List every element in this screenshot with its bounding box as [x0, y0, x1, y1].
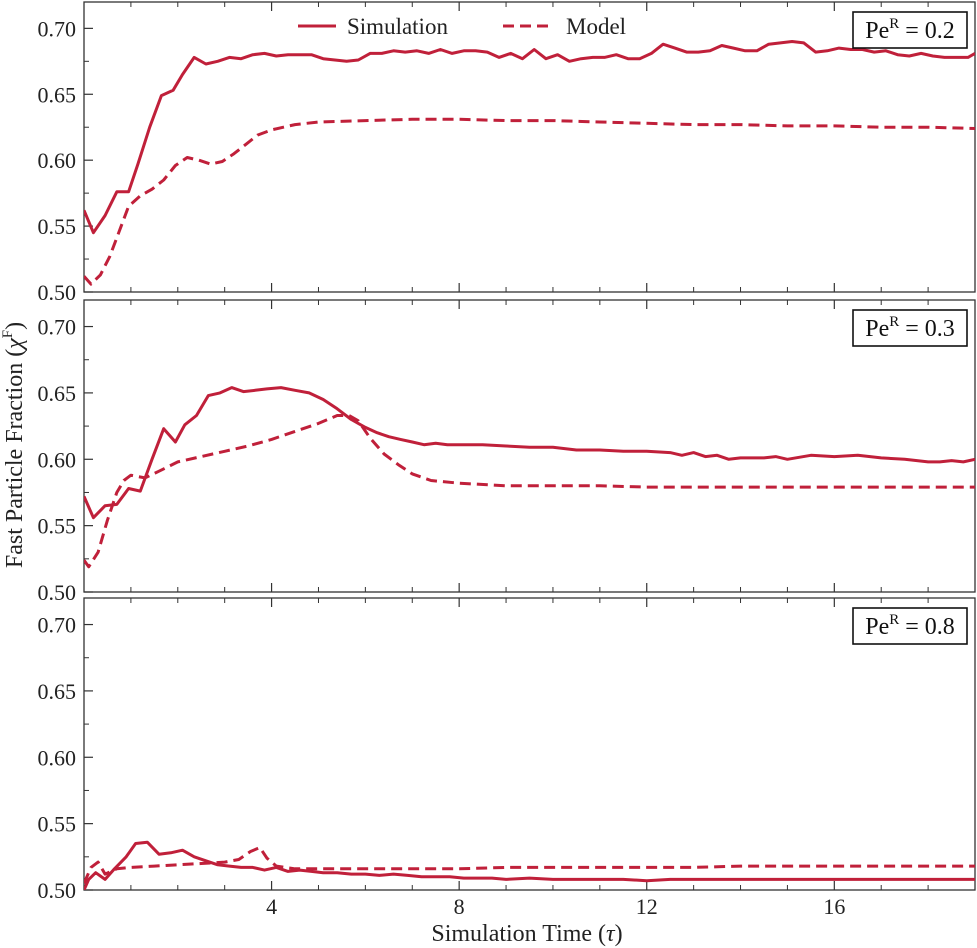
y-tick-label: 0.60 [38, 745, 77, 770]
y-axis-title-sup: F [0, 330, 16, 338]
x-tick-label: 12 [636, 894, 658, 919]
y-tick-label: 0.50 [38, 878, 77, 903]
panel-label-box [852, 309, 968, 347]
panel-3-label: PeR = 0.8 [852, 607, 968, 645]
panel-label-sup: R [889, 612, 899, 628]
y-axis-title-close: ) [2, 322, 28, 330]
y-tick-label: 0.65 [38, 381, 77, 406]
series-model-line [84, 117, 975, 286]
panel-label-eq: = 0.8 [899, 614, 955, 640]
y-tick-label: 0.60 [38, 447, 77, 472]
y-axis-title-symbol: χ [2, 337, 28, 351]
series-model-line [84, 846, 975, 885]
series-simulation-line [84, 40, 975, 235]
panel-1: 0.50 0.55 0.60 0.65 0.70 PeR = 0.2 [38, 1, 976, 305]
y-tick-label: 0.55 [38, 514, 77, 539]
x-axis-title-main: Simulation Time ( [431, 921, 606, 947]
x-axis-title: Simulation Time (τ) [431, 921, 622, 947]
panel-label-box [852, 11, 968, 49]
y-tick-label: 0.70 [38, 16, 77, 41]
panel-label-text: PeR = 0.3 [865, 314, 955, 342]
x-axis-title-symbol: τ [606, 921, 616, 947]
y-tick-label: 0.70 [38, 613, 77, 638]
panels: 0.500.550.600.650.70 PeR = 0.20.500.550.6… [38, 1, 976, 903]
panel-label-box [852, 607, 968, 645]
panel-2: 0.50 0.55 0.60 0.65 0.70 PeR = 0.3 [38, 299, 976, 605]
y-axis-title: Fast Particle Fraction (χF) [0, 322, 28, 568]
y-tick-label: 0.50 [38, 280, 77, 305]
panel-3-frame [83, 597, 976, 891]
panel-label-base: Pe [865, 614, 889, 640]
panel-label-sup: R [889, 16, 899, 32]
x-axis-title-close: ) [615, 921, 623, 947]
legend-model-label: Model [566, 14, 626, 39]
y-tick-label: 0.65 [38, 679, 77, 704]
x-tick-label: 4 [266, 894, 277, 919]
panel-label-eq: = 0.2 [899, 18, 955, 44]
y-axis-title-main: Fast Particle Fraction ( [2, 349, 28, 568]
y-tick-label: 0.50 [38, 580, 77, 605]
panel-1-label: PeR = 0.2 [852, 11, 968, 49]
x-tick-label: 8 [454, 894, 465, 919]
panel-2-label: PeR = 0.3 [852, 309, 968, 347]
panel-1-frame [83, 1, 976, 293]
panel-3: 0.50 0.55 0.60 0.65 0.70 PeR = 0.8 [38, 597, 976, 903]
panel-label-base: Pe [865, 18, 889, 44]
y-tick-label: 0.55 [38, 214, 77, 239]
y-tick-label: 0.55 [38, 812, 77, 837]
panel-label-eq: = 0.3 [899, 316, 955, 342]
legend-simulation-label: Simulation [347, 14, 448, 39]
series-simulation-line [84, 840, 975, 890]
series-model-line [84, 414, 975, 569]
x-tick-labels: 4 8 12 16 [266, 894, 845, 919]
panel-2-frame [83, 299, 976, 593]
panel-label-text: PeR = 0.2 [865, 16, 955, 44]
panel-label-text: PeR = 0.8 [865, 612, 955, 640]
series-simulation-line [84, 386, 975, 520]
y-tick-label: 0.65 [38, 82, 77, 107]
panel-label-base: Pe [865, 316, 889, 342]
panel-label-sup: R [889, 314, 899, 330]
y-tick-label: 0.60 [38, 148, 77, 173]
y-tick-label: 0.70 [38, 315, 77, 340]
x-tick-label: 16 [823, 894, 845, 919]
legend: Simulation Model [298, 14, 626, 39]
